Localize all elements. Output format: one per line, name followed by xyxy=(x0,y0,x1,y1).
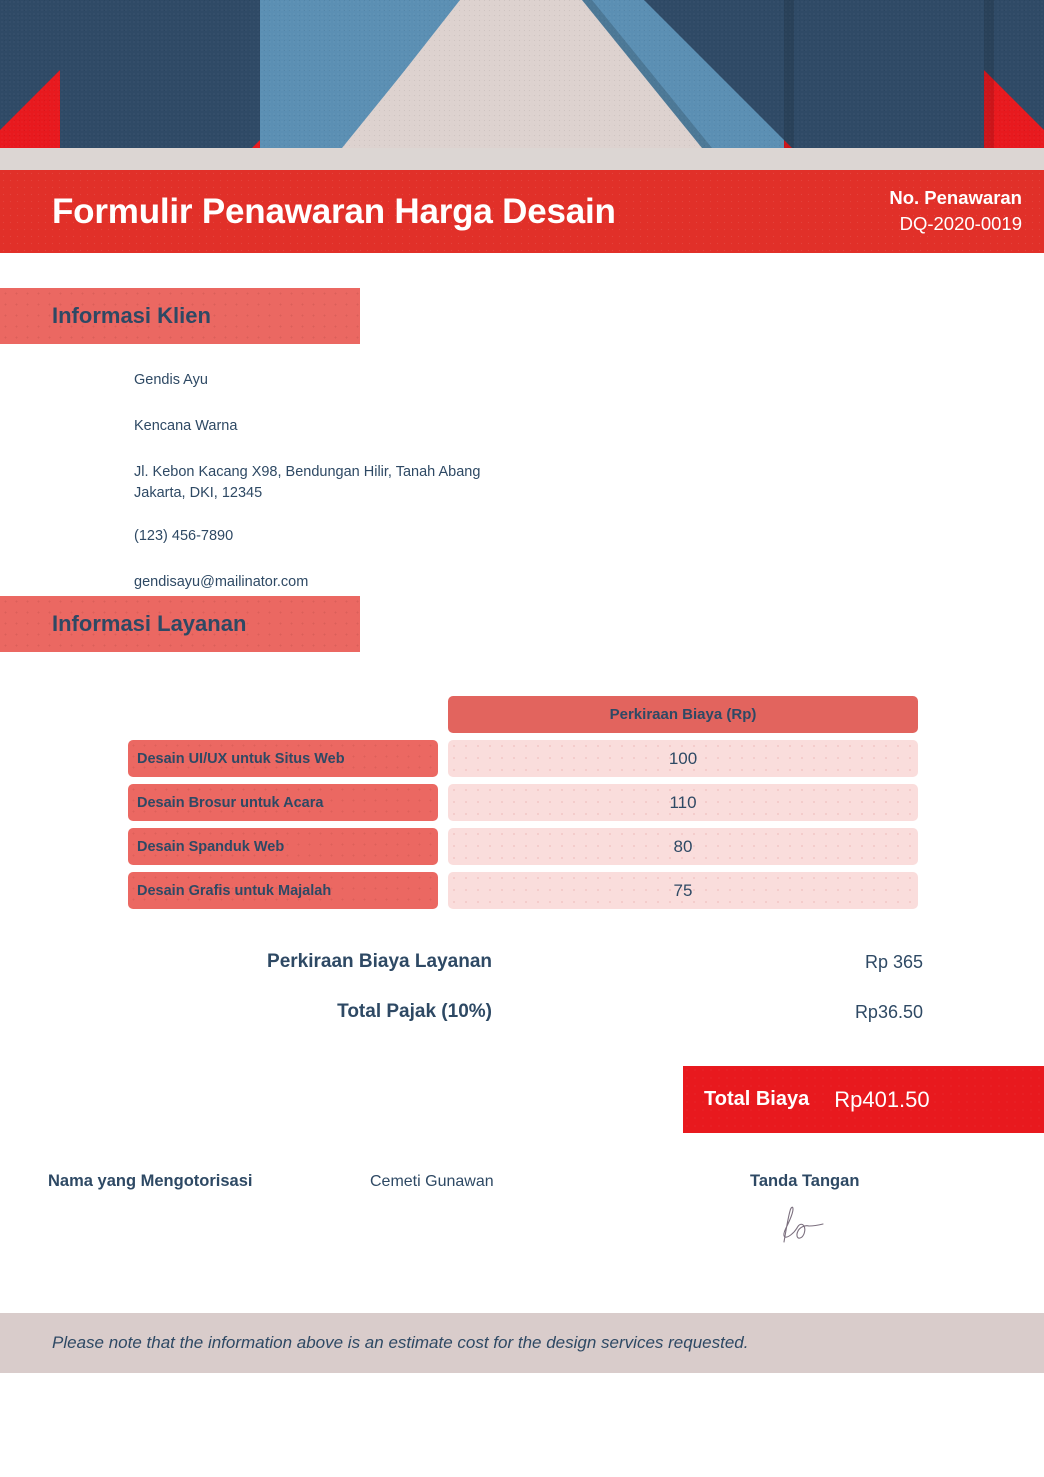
client-address-line-1: Jl. Kebon Kacang X98, Bendungan Hilir, T… xyxy=(134,464,481,481)
client-phone: (123) 456-7890 xyxy=(134,528,234,545)
service-label-text: Desain UI/UX untuk Situs Web xyxy=(137,750,345,767)
table-row: Desain UI/UX untuk Situs Web 100 xyxy=(0,737,1044,780)
service-cost-cell: 100 xyxy=(448,740,918,777)
service-cost-text: 110 xyxy=(669,792,697,812)
offer-number-value: DQ-2020-0019 xyxy=(899,213,1022,235)
service-label-cell: Desain Spanduk Web xyxy=(128,828,438,865)
chevron-pattern xyxy=(0,0,1044,148)
section-heading-client: Informasi Klien xyxy=(0,288,360,344)
service-label-text: Desain Spanduk Web xyxy=(137,838,285,855)
service-label-text: Desain Grafis untuk Majalah xyxy=(137,882,332,899)
client-name: Gendis Ayu xyxy=(134,372,208,388)
service-cost-cell: 75 xyxy=(448,872,918,909)
authorization-row: Nama yang Mengotorisasi Cemeti Gunawan T… xyxy=(0,1172,1044,1194)
client-address-line-2: Jakarta, DKI, 12345 xyxy=(134,485,263,502)
client-email: gendisayu@mailinator.com xyxy=(134,573,309,590)
table-header-row: Perkiraan Biaya (Rp) xyxy=(0,693,1044,736)
offer-number-label: No. Penawaran xyxy=(889,186,1022,208)
authorized-name-label: Nama yang Mengotorisasi xyxy=(48,1172,253,1190)
page-title: Formulir Penawaran Harga Desain xyxy=(52,191,616,231)
column-header-cost: Perkiraan Biaya (Rp) xyxy=(448,696,918,733)
signature-icon xyxy=(783,1206,824,1243)
subtotal-label: Perkiraan Biaya Layanan xyxy=(267,951,492,972)
footer-note-text: Please note that the information above i… xyxy=(52,1333,749,1352)
service-cost-text: 75 xyxy=(673,880,693,900)
tax-row: Total Pajak (10%) Rp36.50 xyxy=(0,1001,1044,1023)
client-company: Kencana Warna xyxy=(134,417,238,434)
subtotal-value: Rp 365 xyxy=(864,951,923,972)
tax-value: Rp36.50 xyxy=(854,1001,923,1022)
client-address: Jl. Kebon Kacang X98, Bendungan Hilir, T… xyxy=(134,462,754,504)
service-label-cell: Desain Grafis untuk Majalah xyxy=(128,872,438,909)
authorized-name-value: Cemeti Gunawan xyxy=(370,1173,494,1190)
service-cost-text: 80 xyxy=(673,836,693,856)
service-cost-text: 100 xyxy=(668,748,698,768)
offer-number-block: No. Penawaran DQ-2020-0019 xyxy=(889,185,1022,239)
client-info-block: Gendis Ayu Kencana Warna Jl. Kebon Kacan… xyxy=(134,371,754,592)
signature-label: Tanda Tangan xyxy=(750,1172,860,1190)
column-header-cost-label: Perkiraan Biaya (Rp) xyxy=(609,706,757,723)
grand-total-value: Rp401.50 xyxy=(834,1086,930,1112)
section-heading-client-label: Informasi Klien xyxy=(52,303,211,328)
table-row: Desain Spanduk Web 80 xyxy=(0,825,1044,868)
service-label-text: Desain Brosur untuk Acara xyxy=(137,794,324,811)
footer-note-bar: Please note that the information above i… xyxy=(0,1313,1044,1373)
header-separator-strip xyxy=(0,148,1044,170)
section-heading-service: Informasi Layanan xyxy=(0,596,360,652)
service-label-cell: Desain Brosur untuk Acara xyxy=(128,784,438,821)
service-label-cell: Desain UI/UX untuk Situs Web xyxy=(128,740,438,777)
tax-label: Total Pajak (10%) xyxy=(337,1001,492,1022)
grand-total-box: Total Biaya Rp401.50 xyxy=(683,1066,1044,1133)
table-row: Desain Brosur untuk Acara 110 xyxy=(0,781,1044,824)
grand-total-label: Total Biaya xyxy=(704,1088,810,1110)
service-cost-cell: 80 xyxy=(448,828,918,865)
decorative-chevron-banner xyxy=(0,0,1044,148)
title-bar: Formulir Penawaran Harga Desain No. Pena… xyxy=(0,170,1044,253)
subtotal-row: Perkiraan Biaya Layanan Rp 365 xyxy=(0,951,1044,973)
service-cost-cell: 110 xyxy=(448,784,918,821)
table-row: Desain Grafis untuk Majalah 75 xyxy=(0,869,1044,912)
section-heading-service-label: Informasi Layanan xyxy=(52,611,247,636)
services-table: Perkiraan Biaya (Rp) Desain UI/UX untuk … xyxy=(0,693,1044,913)
